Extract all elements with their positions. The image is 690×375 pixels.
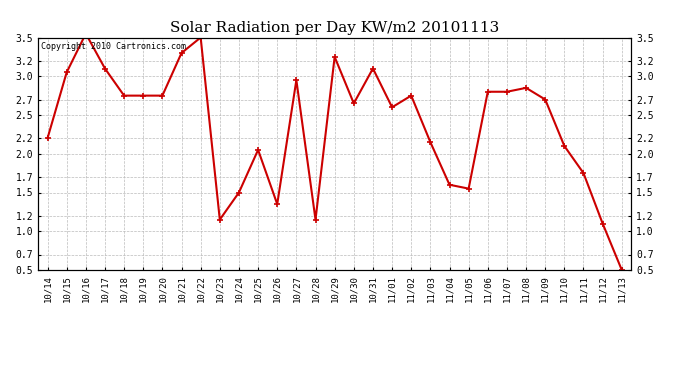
Text: Copyright 2010 Cartronics.com: Copyright 2010 Cartronics.com [41,42,186,51]
Title: Solar Radiation per Day KW/m2 20101113: Solar Radiation per Day KW/m2 20101113 [170,21,500,35]
